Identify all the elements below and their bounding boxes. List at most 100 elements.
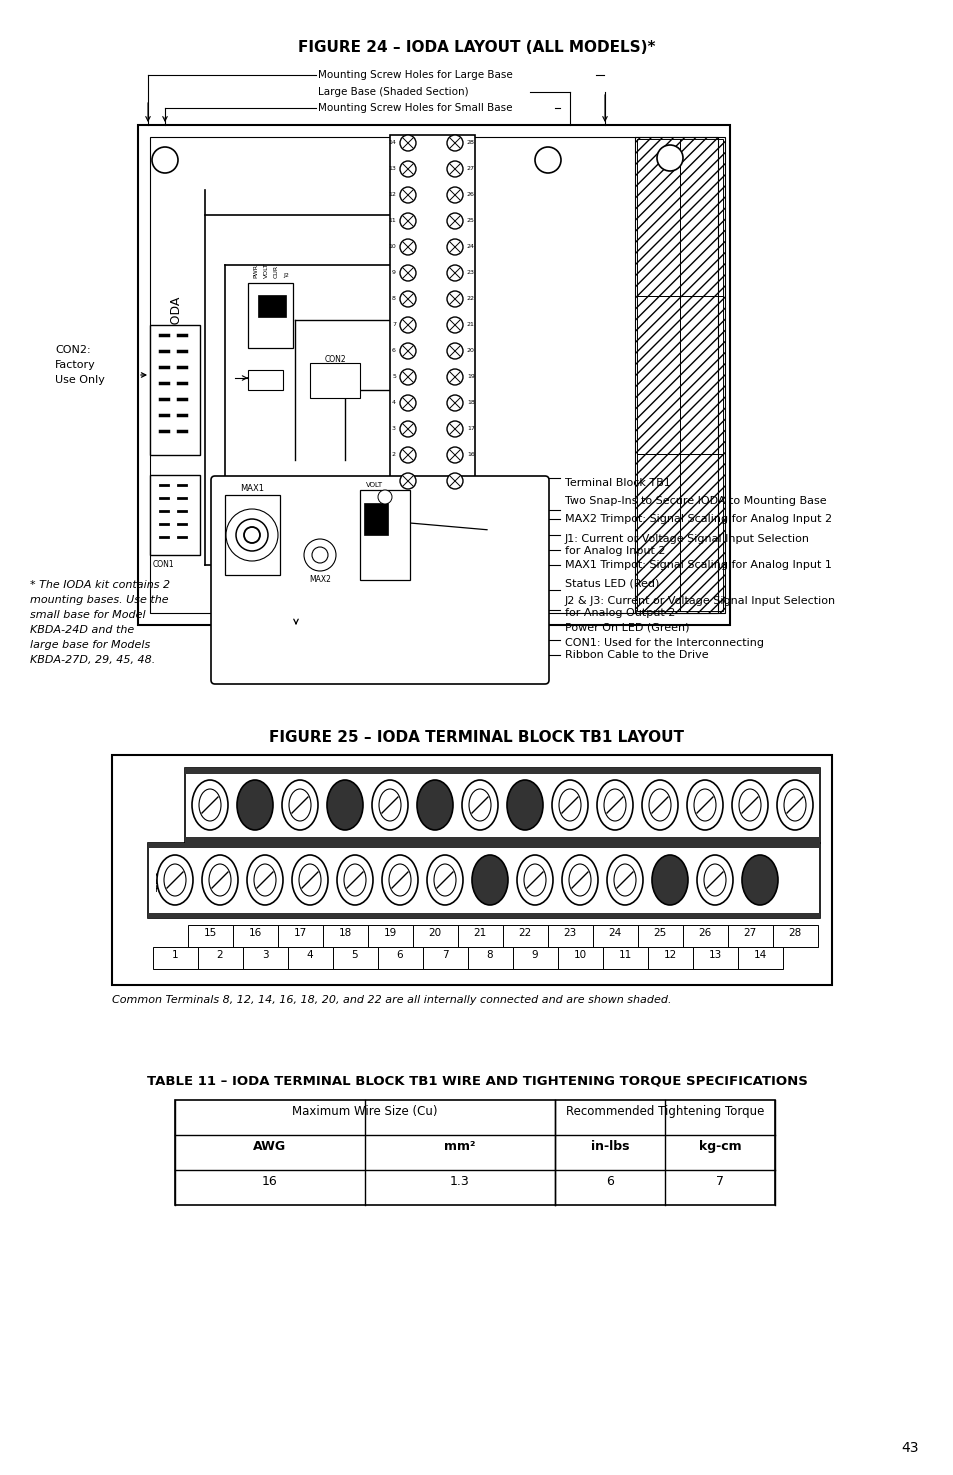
Text: 2: 2 bbox=[216, 950, 223, 960]
Ellipse shape bbox=[606, 855, 642, 906]
Text: Maximum Wire Size (Cu): Maximum Wire Size (Cu) bbox=[292, 1105, 437, 1118]
Circle shape bbox=[399, 239, 416, 255]
Ellipse shape bbox=[344, 864, 366, 895]
Bar bbox=[502, 925, 547, 947]
Bar bbox=[359, 490, 410, 580]
Bar bbox=[333, 947, 377, 969]
Bar bbox=[150, 137, 718, 614]
Circle shape bbox=[235, 519, 268, 552]
Text: 8: 8 bbox=[392, 296, 395, 301]
Text: 9: 9 bbox=[392, 270, 395, 276]
Bar bbox=[243, 947, 288, 969]
Text: small base for Model: small base for Model bbox=[30, 611, 146, 620]
Text: 7: 7 bbox=[716, 1176, 723, 1187]
Text: 24: 24 bbox=[467, 245, 475, 249]
Text: 28: 28 bbox=[787, 928, 801, 938]
Text: 23: 23 bbox=[467, 270, 475, 276]
Text: 21: 21 bbox=[473, 928, 486, 938]
FancyBboxPatch shape bbox=[211, 476, 548, 684]
Text: 3: 3 bbox=[392, 426, 395, 432]
Text: FIGURE 25 – IODA TERMINAL BLOCK TB1 LAYOUT: FIGURE 25 – IODA TERMINAL BLOCK TB1 LAYO… bbox=[269, 730, 684, 745]
Text: 16: 16 bbox=[467, 453, 475, 457]
Bar bbox=[772, 925, 817, 947]
Text: Terminal Block TB1: Terminal Block TB1 bbox=[564, 478, 670, 488]
Circle shape bbox=[399, 447, 416, 463]
Circle shape bbox=[399, 161, 416, 177]
Text: 12: 12 bbox=[662, 950, 676, 960]
Bar bbox=[148, 844, 820, 848]
Text: 27: 27 bbox=[467, 167, 475, 171]
Text: PWR: PWR bbox=[253, 264, 258, 277]
Circle shape bbox=[152, 148, 178, 173]
Ellipse shape bbox=[461, 780, 497, 830]
Text: 4: 4 bbox=[392, 401, 395, 406]
Text: mounting bases. Use the: mounting bases. Use the bbox=[30, 594, 169, 605]
Text: 20: 20 bbox=[467, 348, 475, 354]
Circle shape bbox=[399, 395, 416, 412]
Ellipse shape bbox=[253, 864, 275, 895]
Circle shape bbox=[447, 291, 462, 307]
Text: 18: 18 bbox=[338, 928, 352, 938]
Bar bbox=[288, 947, 333, 969]
Text: Two Snap-Ins to Secure IODA to Mounting Base: Two Snap-Ins to Secure IODA to Mounting … bbox=[564, 496, 825, 506]
Text: 11: 11 bbox=[618, 950, 631, 960]
Ellipse shape bbox=[164, 864, 186, 895]
Bar bbox=[547, 925, 593, 947]
Ellipse shape bbox=[247, 855, 283, 906]
Bar bbox=[112, 755, 831, 985]
Ellipse shape bbox=[693, 789, 716, 822]
Text: J1: J1 bbox=[371, 555, 377, 560]
Text: 22: 22 bbox=[467, 296, 475, 301]
Ellipse shape bbox=[416, 780, 453, 830]
Text: 12: 12 bbox=[388, 193, 395, 198]
Text: 26: 26 bbox=[467, 193, 475, 198]
Text: VOLT: VOLT bbox=[263, 263, 268, 277]
Text: 17: 17 bbox=[467, 426, 475, 432]
Text: MAX2: MAX2 bbox=[309, 575, 331, 584]
Ellipse shape bbox=[561, 855, 598, 906]
Text: Common Terminals 8, 12, 14, 16, 18, 20, and 22 are all internally connected and : Common Terminals 8, 12, 14, 16, 18, 20, … bbox=[112, 996, 671, 1004]
Text: J2: J2 bbox=[283, 273, 289, 277]
Text: CON2:: CON2: bbox=[55, 345, 91, 355]
Bar bbox=[248, 370, 283, 389]
Circle shape bbox=[447, 473, 462, 490]
Bar bbox=[647, 947, 692, 969]
Bar bbox=[148, 913, 820, 917]
FancyBboxPatch shape bbox=[138, 125, 729, 625]
Bar bbox=[602, 947, 647, 969]
Bar bbox=[198, 947, 243, 969]
Bar bbox=[277, 925, 323, 947]
Text: 1: 1 bbox=[392, 478, 395, 484]
Circle shape bbox=[377, 490, 392, 504]
Ellipse shape bbox=[202, 855, 237, 906]
Text: MAX1 Trimpot: Signal Scaling for Analog Input 1: MAX1 Trimpot: Signal Scaling for Analog … bbox=[564, 560, 831, 569]
Ellipse shape bbox=[648, 789, 670, 822]
Bar bbox=[422, 947, 468, 969]
Circle shape bbox=[447, 187, 462, 204]
Circle shape bbox=[399, 136, 416, 150]
Circle shape bbox=[447, 161, 462, 177]
Text: 21: 21 bbox=[467, 323, 475, 327]
Text: Use Only: Use Only bbox=[55, 375, 105, 385]
Ellipse shape bbox=[157, 855, 193, 906]
Ellipse shape bbox=[597, 780, 633, 830]
Circle shape bbox=[399, 266, 416, 282]
Circle shape bbox=[447, 212, 462, 229]
Text: 20: 20 bbox=[428, 928, 441, 938]
Ellipse shape bbox=[776, 780, 812, 830]
Ellipse shape bbox=[389, 864, 411, 895]
Text: 13: 13 bbox=[708, 950, 720, 960]
Bar bbox=[413, 925, 457, 947]
Circle shape bbox=[447, 420, 462, 437]
Text: CON2: CON2 bbox=[324, 355, 345, 364]
Bar bbox=[390, 136, 475, 509]
Text: 23: 23 bbox=[563, 928, 576, 938]
Bar bbox=[727, 925, 772, 947]
Ellipse shape bbox=[209, 864, 231, 895]
Text: 15: 15 bbox=[467, 478, 475, 484]
Text: STATUS: STATUS bbox=[253, 375, 276, 379]
Ellipse shape bbox=[603, 789, 625, 822]
Ellipse shape bbox=[192, 780, 228, 830]
Ellipse shape bbox=[568, 864, 590, 895]
Text: 18: 18 bbox=[467, 401, 475, 406]
